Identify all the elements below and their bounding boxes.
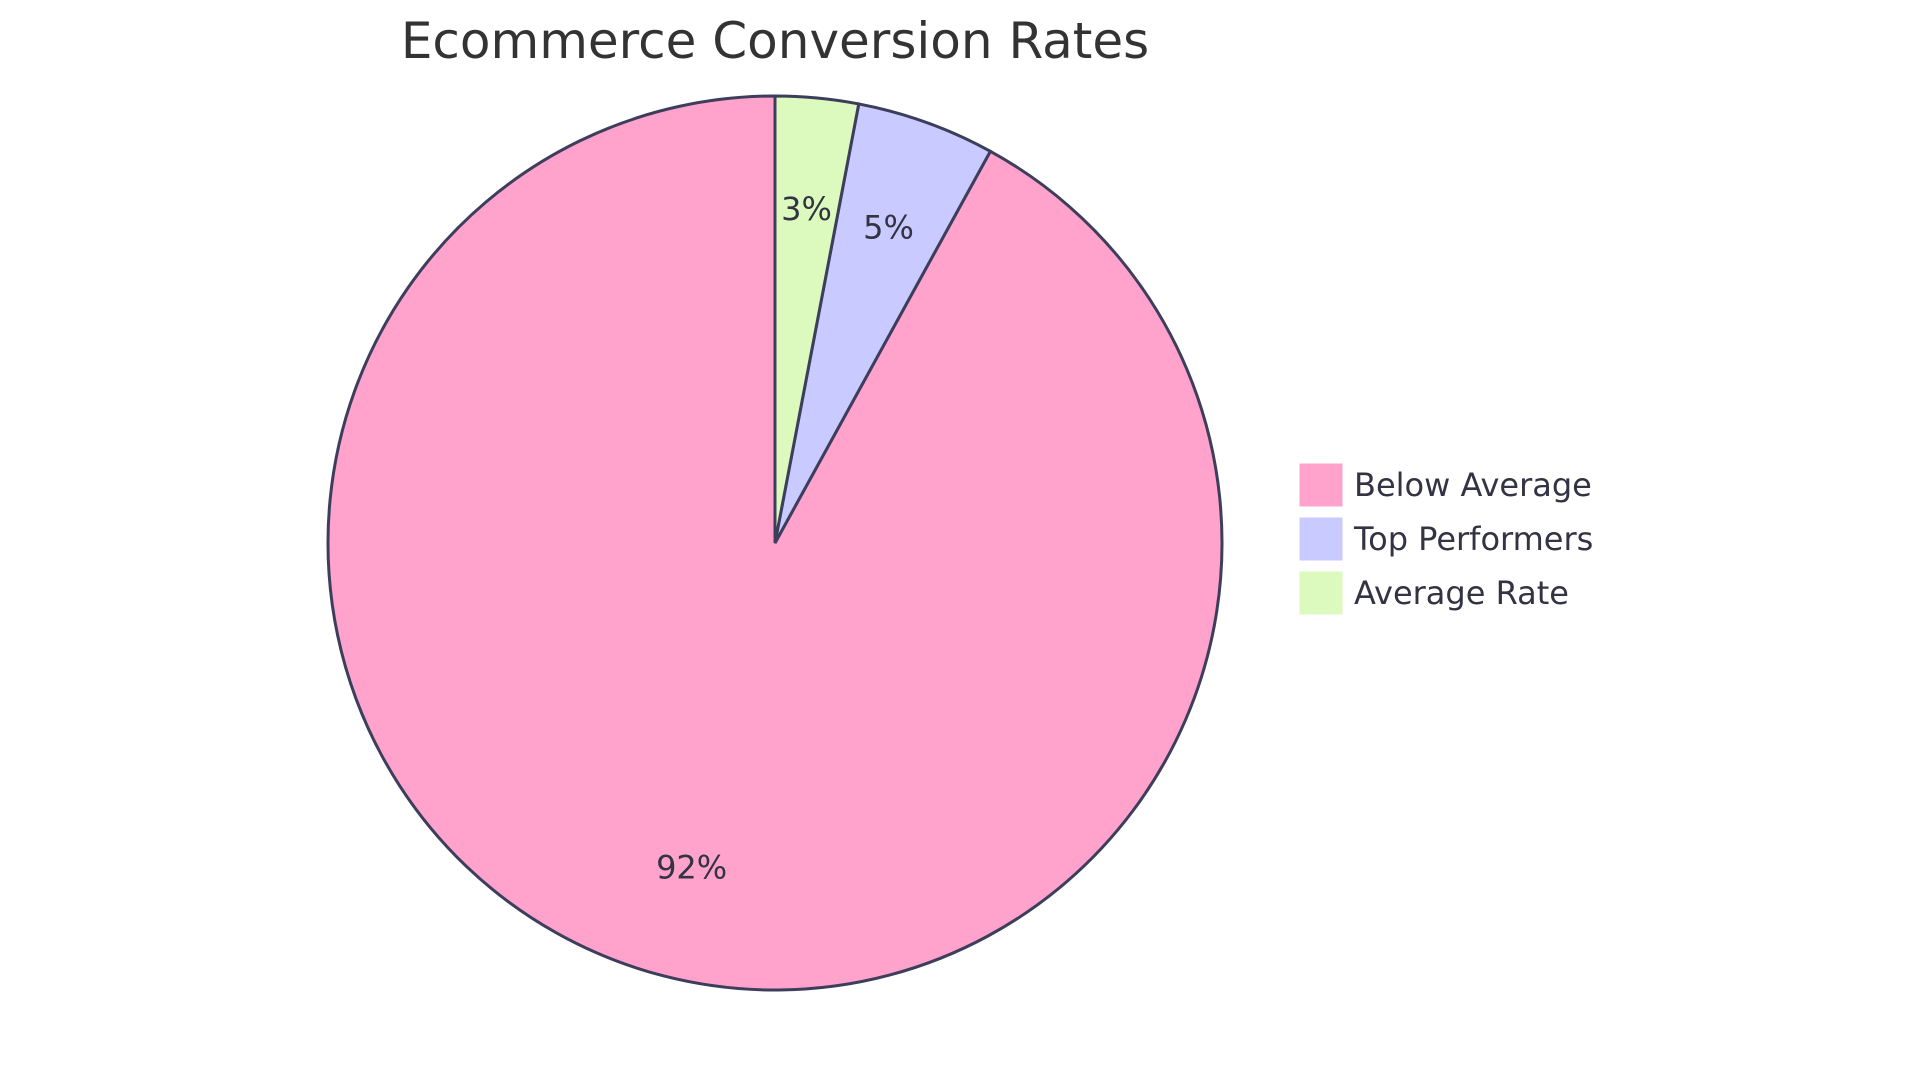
legend-label-below-average: Below Average bbox=[1354, 466, 1592, 504]
legend-swatch-below-average bbox=[1298, 462, 1344, 508]
slice-labels: 92% 5% 3% bbox=[656, 190, 914, 886]
legend: Below Average Top Performers Average Rate bbox=[1298, 462, 1593, 616]
legend-label-top-performers: Top Performers bbox=[1353, 520, 1593, 558]
pie-slice-average-rate bbox=[773, 94, 861, 544]
slice-label-average-rate: 3% bbox=[781, 190, 832, 228]
legend-swatch-top-performers bbox=[1298, 516, 1344, 562]
chart-title: Ecommerce Conversion Rates bbox=[401, 12, 1149, 70]
pie-slices bbox=[326, 94, 1224, 992]
legend-swatch-average-rate bbox=[1298, 570, 1344, 616]
slice-label-top-performers: 5% bbox=[863, 209, 914, 247]
legend-label-average-rate: Average Rate bbox=[1354, 574, 1569, 612]
slice-label-below-average: 92% bbox=[656, 849, 727, 887]
